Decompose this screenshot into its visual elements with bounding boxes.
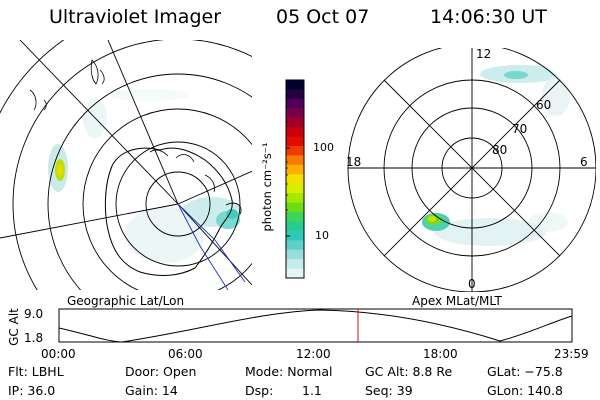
- colorbar-cell: [286, 249, 304, 260]
- colorbar-cell: [286, 202, 304, 213]
- colorbar-cell: [286, 212, 304, 222]
- instrument-title: Ultraviolet Imager: [49, 6, 222, 28]
- geographic-caption: Geographic Lat/Lon: [67, 294, 185, 308]
- glon-info: GLon: 140.8: [487, 383, 563, 398]
- mlt-label-18: 18: [346, 155, 362, 169]
- alt-xtick-1: 06:00: [168, 347, 203, 361]
- mlt-polar-map: [347, 48, 596, 292]
- colorbar-cell: [286, 108, 304, 119]
- colorbar-tick-100: 100: [313, 141, 334, 154]
- colorbar-cell: [286, 89, 304, 100]
- dsp-label: Dsp:: [245, 383, 274, 398]
- filter-info: Flt: LBHL: [8, 364, 64, 379]
- colorbar-cell: [286, 127, 304, 138]
- colorbar-cell: [286, 240, 304, 251]
- dsp-value: 1.1: [302, 383, 322, 398]
- mlat-label-60: 60: [536, 98, 552, 112]
- ip-info: IP: 36.0: [8, 383, 56, 398]
- date-label: 05 Oct 07: [276, 6, 370, 28]
- colorbar-cell: [286, 98, 304, 109]
- colorbar-cell: [286, 174, 304, 185]
- colorbar-unit-label: photon cm⁻²s⁻¹: [260, 142, 274, 232]
- colorbar-cell: [286, 268, 304, 279]
- time-label: 14:06:30 UT: [430, 6, 547, 28]
- mlt-label-0: 0: [468, 277, 476, 291]
- alt-xtick-2: 12:00: [296, 347, 331, 361]
- colorbar-cell: [286, 230, 304, 241]
- geographic-map: [0, 40, 252, 290]
- altitude-plot: [58, 308, 573, 343]
- colorbar-tick-10: 10: [315, 229, 329, 242]
- alt-ytick-bottom: 1.8: [24, 331, 44, 345]
- alt-xtick-0: 00:00: [41, 347, 76, 361]
- gain-info: Gain: 14: [125, 383, 178, 398]
- door-info: Door: Open: [125, 364, 197, 379]
- colorbar: [285, 79, 305, 279]
- mlat-label-70: 70: [512, 122, 528, 136]
- alt-plot-ylabel: GC Alt: [7, 308, 21, 346]
- seq-info: Seq: 39: [365, 383, 413, 398]
- colorbar-cell: [286, 221, 304, 232]
- colorbar-cell: [286, 136, 304, 147]
- gc-alt-info: GC Alt: 8.8 Re: [365, 364, 453, 379]
- colorbar-cell: [286, 155, 304, 166]
- mode-info: Mode: Normal: [245, 364, 333, 379]
- mlt-label-6: 6: [580, 155, 588, 169]
- glat-info: GLat: −75.8: [487, 364, 563, 379]
- colorbar-cell: [286, 146, 304, 156]
- colorbar-cell: [286, 80, 304, 90]
- mlat-label-80: 80: [492, 143, 508, 157]
- colorbar-cell: [286, 117, 304, 128]
- apex-caption: Apex MLat/MLT: [412, 294, 502, 308]
- alt-xtick-4: 23:59: [554, 347, 589, 361]
- colorbar-cell: [286, 183, 304, 194]
- mlt-label-12: 12: [476, 47, 492, 61]
- alt-ytick-top: 9.0: [24, 307, 44, 321]
- colorbar-cell: [286, 259, 304, 270]
- colorbar-cell: [286, 164, 304, 175]
- colorbar-cell: [286, 193, 304, 204]
- alt-xtick-3: 18:00: [423, 347, 458, 361]
